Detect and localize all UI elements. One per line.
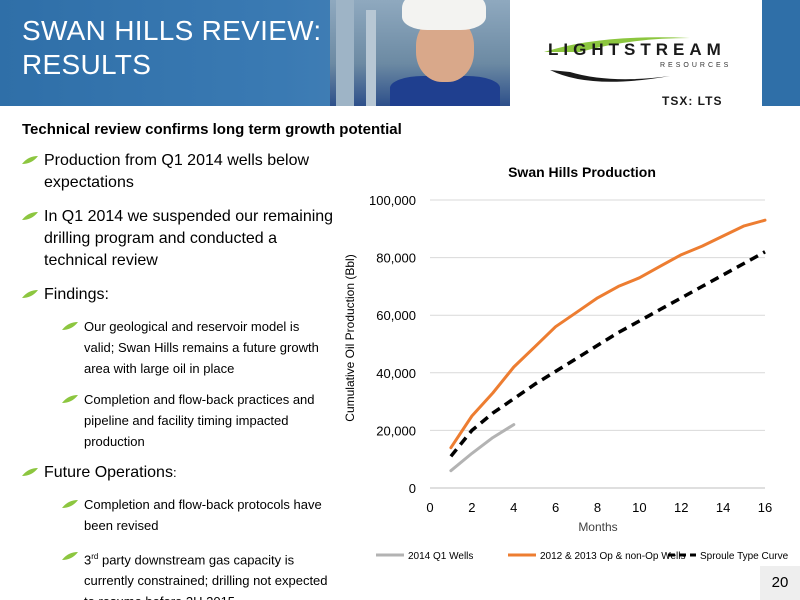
photo-pipe	[366, 10, 376, 106]
company-logo: LIGHTSTREAM RESOURCES	[540, 32, 760, 92]
slide-title: SWAN HILLS REVIEW: RESULTS	[22, 14, 342, 82]
y-tick-label: 40,000	[376, 366, 416, 381]
bullet-text: Future Operations	[44, 464, 173, 481]
header-photo	[330, 0, 510, 106]
leaf-bullet-icon	[22, 156, 38, 164]
leaf-bullet-icon	[62, 500, 78, 508]
title-line-2: RESULTS	[22, 49, 152, 80]
y-tick-label: 0	[409, 481, 416, 496]
sub-bullet-superscript: rd	[91, 552, 99, 561]
bullet-colon: :	[172, 465, 177, 480]
y-tick-label: 80,000	[376, 251, 416, 266]
logo-wordmark: LIGHTSTREAM	[548, 40, 726, 59]
x-tick-label: 14	[716, 500, 730, 515]
legend-label: Sproule Type Curve	[700, 551, 789, 562]
title-line-1: SWAN HILLS REVIEW:	[22, 15, 322, 46]
chart-title: Swan Hills Production	[508, 164, 656, 180]
sub-bullet-item: Completion and flow-back practices and p…	[62, 389, 332, 452]
sub-bullet-item: Completion and flow-back protocols have …	[62, 494, 332, 536]
page-number: 20	[760, 566, 800, 600]
legend-label: 2014 Q1 Wells	[408, 551, 473, 562]
legend-label: 2012 & 2013 Op & non-Op Wells	[540, 551, 685, 562]
x-tick-label: 10	[632, 500, 646, 515]
series-line	[449, 218, 767, 450]
x-axis-label: Months	[578, 520, 617, 534]
logo-swoosh-icon	[544, 37, 690, 82]
x-tick-label: 6	[552, 500, 559, 515]
logo-subtext: RESOURCES	[660, 62, 732, 69]
y-tick-label: 20,000	[376, 423, 416, 438]
x-tick-label: 8	[594, 500, 601, 515]
leaf-bullet-icon	[62, 395, 78, 403]
bullet-item: Findings:	[22, 284, 342, 306]
sub-bullet-item: 3rd party downstream gas capacity is cur…	[62, 546, 332, 600]
leaf-bullet-icon	[22, 290, 38, 298]
x-tick-label: 16	[758, 500, 772, 515]
photo-helmet	[402, 0, 486, 30]
x-tick-label: 4	[510, 500, 517, 515]
leaf-bullet-icon	[22, 212, 38, 220]
y-axis-label: Cumulative Oil Production (Bbl)	[343, 254, 357, 421]
stock-ticker: TSX: LTS	[662, 94, 723, 108]
x-tick-label: 12	[674, 500, 688, 515]
bullet-text: In Q1 2014 we suspended our remaining dr…	[44, 208, 334, 269]
bullet-text: Production from Q1 2014 wells below expe…	[44, 152, 310, 191]
sub-bullet-text: Completion and flow-back practices and p…	[84, 392, 315, 449]
sub-bullet-number: 3	[84, 552, 92, 568]
sub-bullet-text: Completion and flow-back protocols have …	[84, 497, 322, 533]
bullet-text: Findings:	[44, 286, 109, 303]
slide-header: SWAN HILLS REVIEW: RESULTS LIGHTSTREAM R…	[0, 0, 800, 110]
bullet-list: Production from Q1 2014 wells below expe…	[22, 150, 342, 600]
leaf-bullet-icon	[62, 322, 78, 330]
photo-pipe	[336, 0, 354, 106]
x-tick-label: 0	[426, 500, 433, 515]
x-tick-label: 2	[468, 500, 475, 515]
series-line	[449, 250, 766, 458]
header-right-bar	[762, 0, 800, 106]
series-line	[449, 423, 516, 473]
bullet-item: Future Operations:	[22, 462, 342, 484]
slide-subtitle: Technical review confirms long term grow…	[22, 121, 402, 138]
sub-bullet-item: Our geological and reservoir model is va…	[62, 316, 332, 379]
sub-bullet-text: party downstream gas capacity is current…	[84, 552, 328, 600]
y-tick-label: 60,000	[376, 308, 416, 323]
bullet-item: Production from Q1 2014 wells below expe…	[22, 150, 342, 194]
bullet-item: In Q1 2014 we suspended our remaining dr…	[22, 206, 342, 272]
chart-svg: Swan Hills Production 0 20,000 40,000 60,00…	[343, 164, 789, 562]
leaf-bullet-icon	[22, 468, 38, 476]
leaf-bullet-icon	[62, 552, 78, 560]
sub-bullet-text: Our geological and reservoir model is va…	[84, 319, 319, 376]
production-chart: Swan Hills Production 0 20,000 40,000 60,00…	[340, 150, 800, 570]
y-tick-label: 100,000	[369, 193, 416, 208]
